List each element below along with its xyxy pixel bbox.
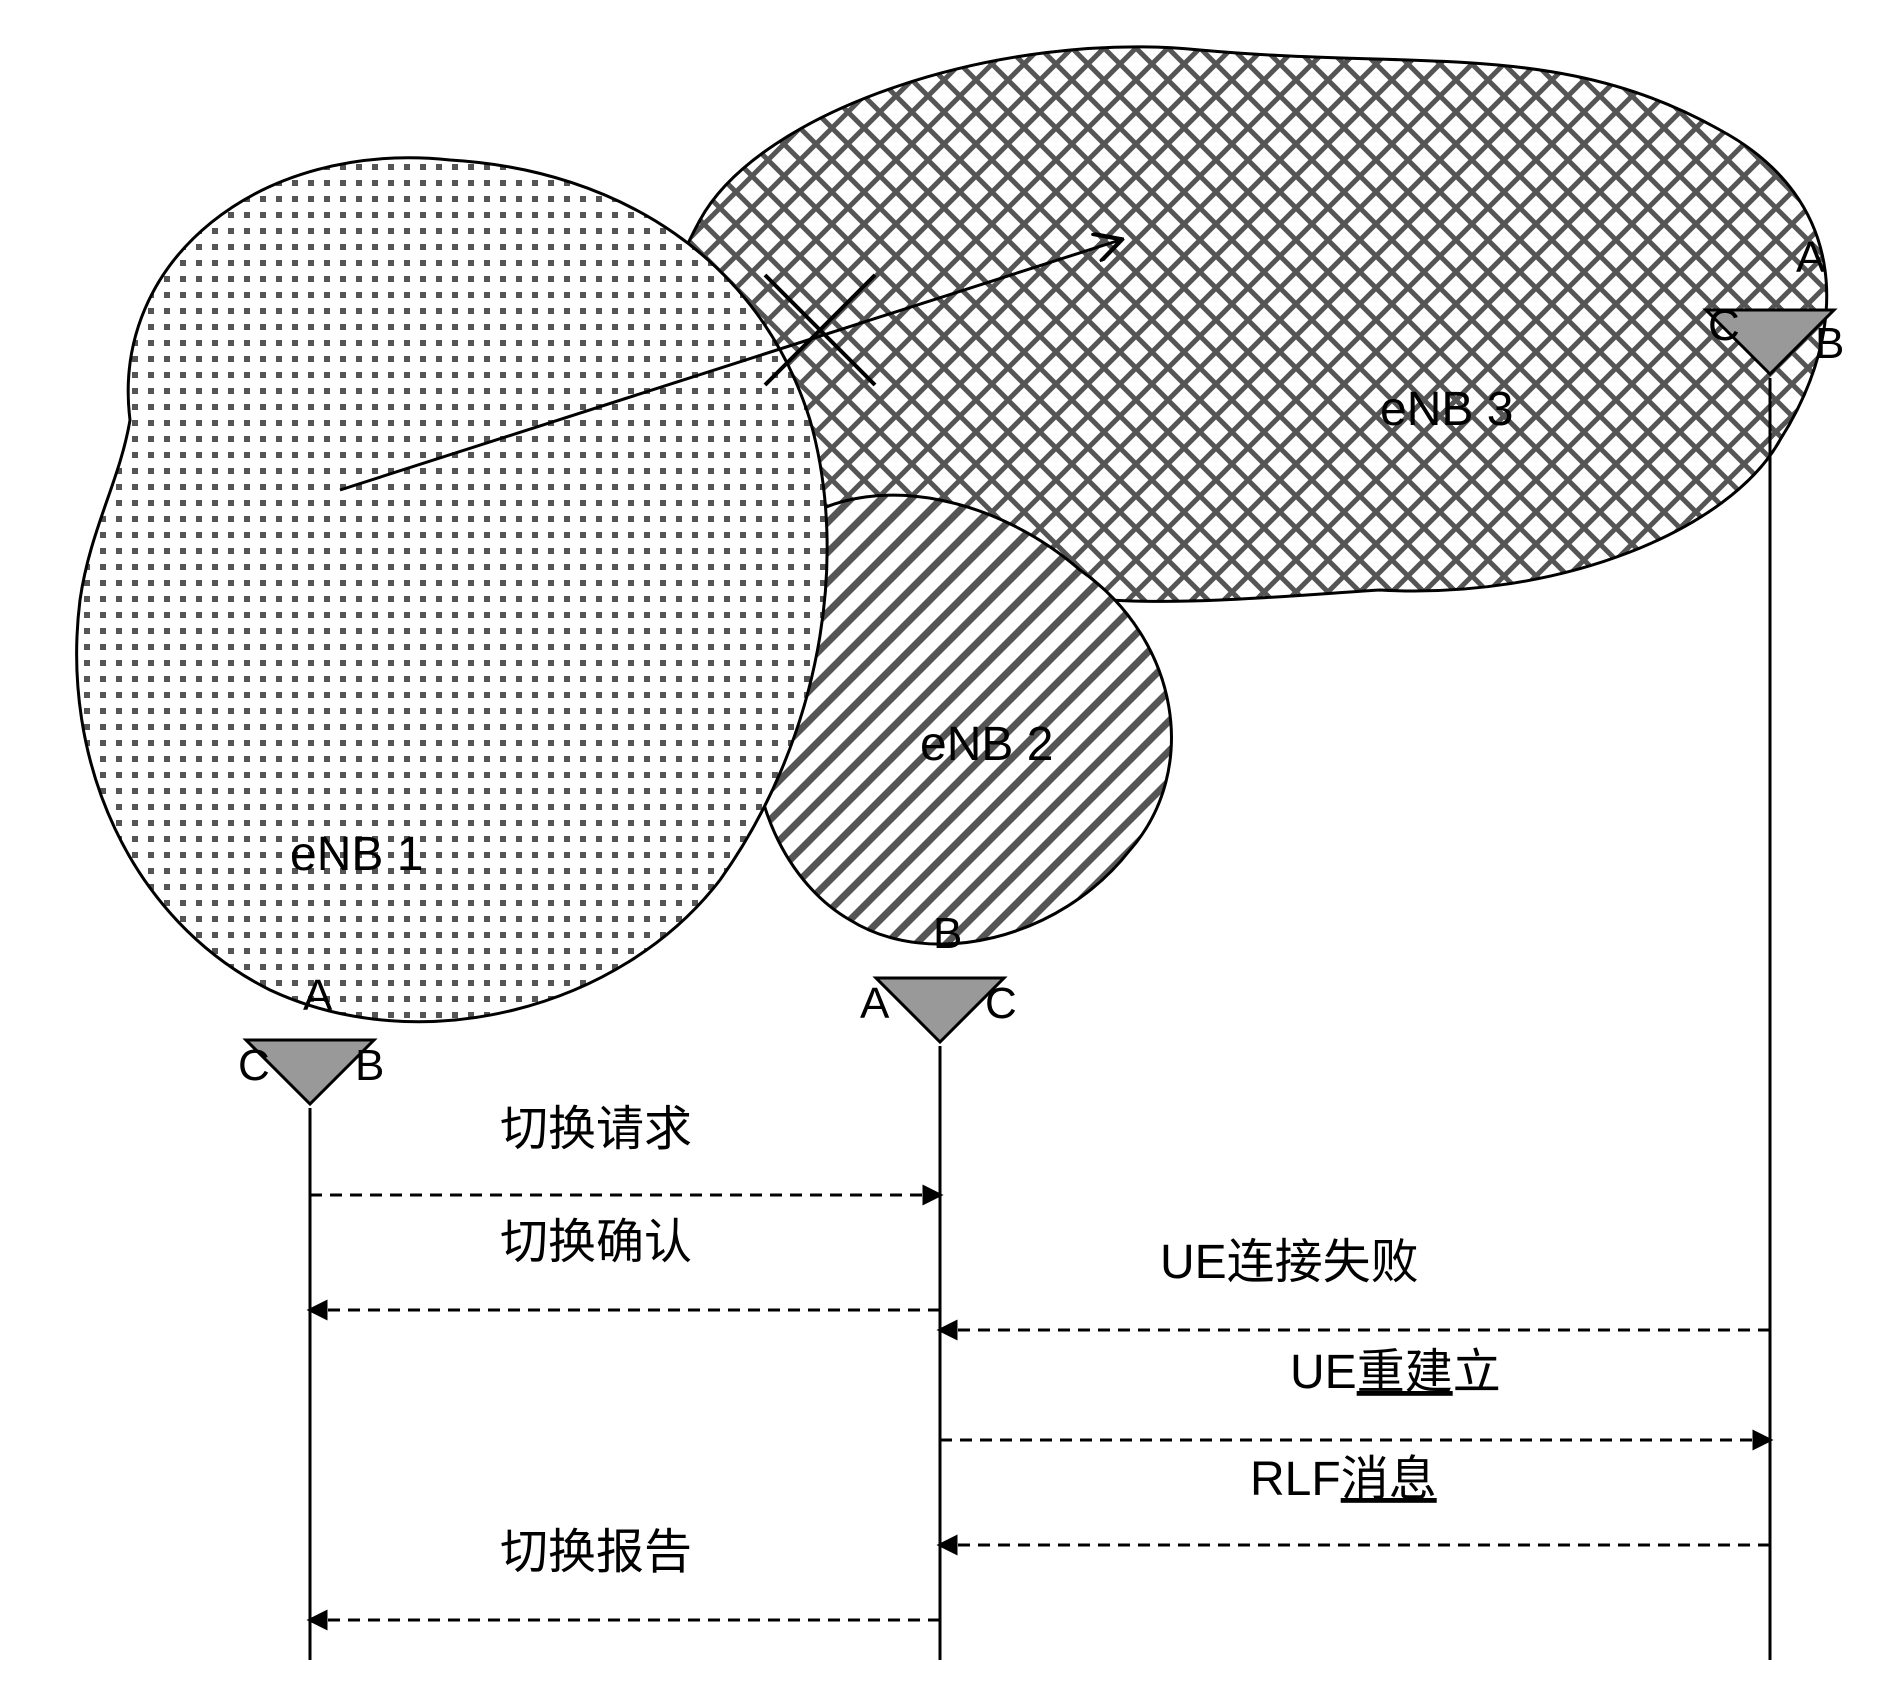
msg-label-2: UE连接失败 [1160,1236,1419,1289]
diagram-svg: ABCABCABCeNB 1eNB 2eNB 3切换请求切换确认UE连接失败UE… [0,0,1883,1689]
tower-enb2-label-A: A [860,979,890,1028]
tower-enb3-label-C: C [1708,301,1740,350]
msg-label-3: UE重建立 [1290,1346,1501,1399]
msg-label-1: 切换确认 [500,1216,692,1269]
cell-enb1 [77,158,828,1022]
tower-enb3-label-A: A [1796,233,1826,282]
diagram-root: ABCABCABCeNB 1eNB 2eNB 3切换请求切换确认UE连接失败UE… [0,0,1883,1689]
msg-label-4: RLF消息 [1250,1453,1437,1506]
tower-enb2-label-C: C [985,979,1017,1028]
label-enb2: eNB 2 [920,718,1053,771]
tower-enb3-label-B: B [1815,319,1844,368]
tower-enb1-label-C: C [238,1041,270,1090]
label-enb1: eNB 1 [290,828,423,881]
tower-enb1-label-B: B [355,1041,384,1090]
tower-enb2-label-B: B [933,909,962,958]
msg-label-0: 切换请求 [500,1103,692,1156]
label-enb3: eNB 3 [1380,383,1513,436]
tower-enb1-label-A: A [303,971,333,1020]
msg-label-5: 切换报告 [500,1526,692,1579]
